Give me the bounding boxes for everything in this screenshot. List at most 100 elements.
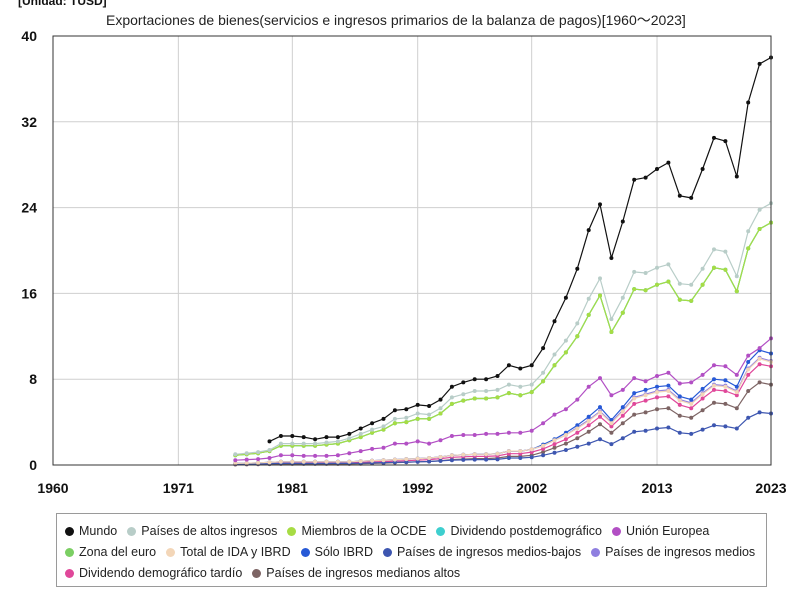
series-7-point <box>620 409 625 414</box>
legend-item: Zona del euro <box>65 545 156 559</box>
series-5-point <box>632 376 637 381</box>
series-3-point <box>734 289 739 294</box>
series-7-point <box>438 455 443 459</box>
series-7-point <box>552 438 557 443</box>
legend-marker <box>382 547 392 557</box>
series-3-point <box>381 427 386 432</box>
series-3-point <box>506 391 511 396</box>
legend-item: Países de ingresos medianos altos <box>252 566 460 580</box>
series-7-point <box>746 367 751 372</box>
series-2-point <box>358 431 363 436</box>
series-3-point <box>529 390 534 395</box>
series-1-point <box>472 377 477 382</box>
series-8-point <box>620 405 625 410</box>
series-2-point <box>233 452 238 457</box>
series-2-point <box>244 451 249 456</box>
series-11-point <box>541 446 546 451</box>
series-5-point <box>541 421 546 426</box>
series-12-point <box>598 422 602 427</box>
y-tick-label: 32 <box>21 114 37 130</box>
legend-item: Dividendo postdemográfico <box>436 524 602 538</box>
series-2-point <box>666 262 671 267</box>
series-9-point <box>449 458 454 463</box>
tick-layer: 0 8 16 24 32 40 1960 1971 1981 1992 2002 2013 2023 <box>21 28 786 496</box>
series-7-point <box>461 452 466 457</box>
series-1-point <box>746 100 751 105</box>
series-5-point <box>335 453 340 458</box>
series-1-point <box>529 363 534 368</box>
series-12-point <box>677 413 682 418</box>
series-3-point <box>632 287 637 292</box>
series-12-point <box>655 407 659 412</box>
series-5 <box>233 336 773 463</box>
series-2-point <box>563 338 568 343</box>
series-5-point <box>484 431 489 436</box>
series-5-point <box>506 430 511 435</box>
y-tick-label: 24 <box>21 200 37 216</box>
y-tick-label: 40 <box>21 28 37 44</box>
series-7-point <box>484 452 489 457</box>
x-tick-label: 2002 <box>516 480 547 496</box>
series-11-point <box>586 423 591 428</box>
series-3-point <box>404 420 409 425</box>
series-1-point <box>324 435 329 440</box>
series-1-point <box>370 421 375 426</box>
series-7-point <box>643 393 648 398</box>
series-7-point <box>301 459 306 464</box>
series-11-point <box>632 401 637 406</box>
legend-label: Zona del euro <box>79 545 157 559</box>
series-5-point <box>438 438 443 443</box>
series-9-point <box>438 458 443 463</box>
series-5-point <box>461 433 466 437</box>
series-3-point <box>518 393 523 398</box>
series-11-point <box>712 387 716 392</box>
series-12-point <box>563 441 568 446</box>
series-7-point <box>404 457 409 462</box>
legend-item: Total de IDA y IBRD <box>166 545 291 559</box>
series-12-point <box>552 445 557 450</box>
series-5-point <box>427 441 432 446</box>
series-2-point <box>746 229 751 234</box>
series-2-point <box>677 281 682 286</box>
unit-label: [Unidad: TUSD] <box>18 0 107 8</box>
series-1-point <box>358 426 363 431</box>
series-1-point <box>290 434 295 438</box>
series-5-point <box>392 441 397 446</box>
series-9-point <box>609 442 614 447</box>
legend-label: Mundo <box>79 524 118 538</box>
series-5-point <box>757 346 762 351</box>
series-8-point <box>609 418 614 422</box>
legend-label: Dividendo demográfico tardío <box>79 566 243 580</box>
series-11-point <box>689 406 694 411</box>
series-1-point <box>415 402 420 407</box>
series-7-point <box>506 449 511 454</box>
series-11-point <box>734 393 739 398</box>
series-2-point <box>598 276 602 281</box>
series-3-point <box>358 435 363 440</box>
series-12-point <box>757 380 762 385</box>
series-11-point <box>757 362 762 367</box>
series-11-point <box>609 424 614 429</box>
series-9-point <box>734 426 739 431</box>
series-5-point <box>404 441 409 446</box>
series-3-point <box>438 411 443 416</box>
series-1-point <box>506 363 511 368</box>
series-9-point <box>461 457 466 462</box>
series-9-point <box>620 436 625 441</box>
series-5-point <box>290 453 295 458</box>
series-2-point <box>313 441 318 446</box>
legend-item: Países de ingresos medios <box>591 545 755 559</box>
series-7-point <box>700 392 705 397</box>
series-3-point <box>427 416 432 421</box>
series-1-point <box>643 175 648 180</box>
series-12-point <box>712 400 716 405</box>
series-7-point <box>495 451 500 456</box>
series-11-point <box>723 389 728 393</box>
series-5-point <box>278 453 283 458</box>
legend-marker <box>611 526 621 536</box>
series-9-point <box>689 431 694 436</box>
series-3-point <box>757 227 762 231</box>
series-7-point <box>518 449 523 454</box>
legend-item: Mundo <box>65 524 117 538</box>
series-1-point <box>632 177 637 182</box>
